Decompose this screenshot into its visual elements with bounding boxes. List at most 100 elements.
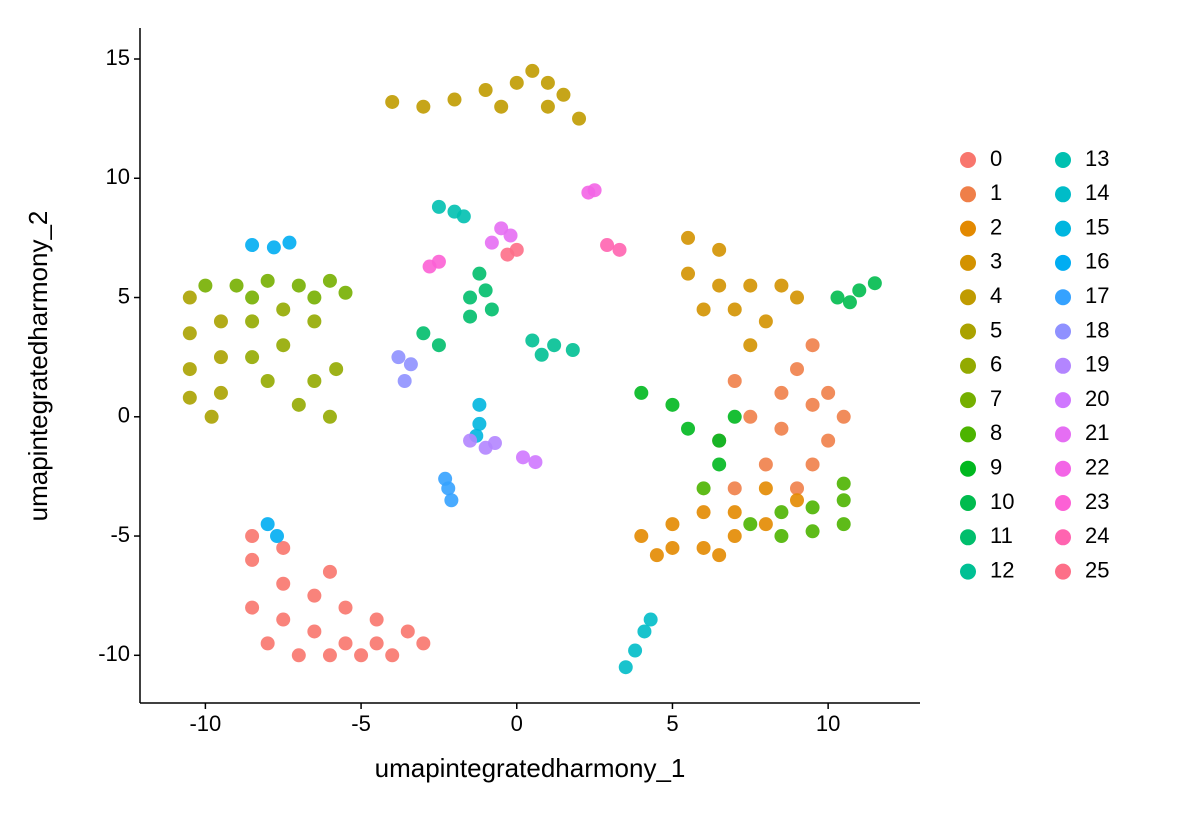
point — [338, 600, 353, 615]
point — [774, 278, 789, 293]
legend-label: 5 — [990, 317, 1002, 342]
legend-label: 9 — [990, 455, 1002, 480]
point — [463, 309, 478, 324]
point — [307, 588, 322, 603]
point — [260, 374, 275, 389]
point — [821, 433, 836, 448]
point — [276, 302, 291, 317]
point — [758, 517, 773, 532]
point — [276, 338, 291, 353]
point — [774, 505, 789, 520]
point — [260, 273, 275, 288]
point — [836, 409, 851, 424]
point — [805, 524, 820, 539]
point — [260, 517, 275, 532]
legend-marker — [960, 563, 976, 580]
point — [416, 636, 431, 651]
x-tick-label: -5 — [351, 711, 371, 736]
point — [637, 624, 652, 639]
legend-marker — [1055, 152, 1071, 168]
x-tick-label: 10 — [816, 711, 840, 736]
point — [681, 230, 696, 245]
point — [338, 285, 353, 300]
y-tick-label: -10 — [98, 641, 130, 666]
point — [743, 338, 758, 353]
point — [307, 314, 322, 329]
point — [852, 283, 867, 298]
point — [391, 350, 406, 365]
point — [525, 333, 540, 348]
point — [842, 295, 857, 310]
x-tick-label: 5 — [666, 711, 678, 736]
point — [587, 183, 602, 198]
point — [484, 302, 499, 317]
legend-label: 25 — [1085, 557, 1109, 582]
legend-label: 18 — [1085, 317, 1109, 342]
point — [681, 421, 696, 436]
point — [774, 421, 789, 436]
point — [790, 362, 805, 377]
point — [830, 290, 845, 305]
point — [307, 624, 322, 639]
point — [600, 238, 615, 253]
point — [712, 278, 727, 293]
legend-marker — [1055, 323, 1071, 340]
point — [503, 228, 518, 243]
point — [612, 242, 627, 257]
point — [681, 266, 696, 281]
legend-marker — [1055, 254, 1071, 271]
point — [836, 476, 851, 491]
point — [634, 385, 649, 400]
point — [727, 505, 742, 520]
point — [245, 600, 260, 615]
point — [484, 235, 499, 250]
point — [444, 493, 459, 508]
point — [696, 481, 711, 496]
point — [774, 529, 789, 544]
point — [727, 409, 742, 424]
point — [634, 529, 649, 544]
point — [665, 397, 680, 412]
legend-label: 19 — [1085, 352, 1109, 377]
point — [696, 540, 711, 555]
point — [322, 273, 337, 288]
point — [628, 643, 643, 658]
point — [431, 338, 446, 353]
point — [712, 457, 727, 472]
point — [572, 111, 587, 126]
point — [403, 357, 418, 372]
point — [727, 302, 742, 317]
point — [369, 612, 384, 627]
legend-label: 23 — [1085, 489, 1109, 514]
point — [182, 390, 197, 405]
point — [836, 517, 851, 532]
legend-marker — [1055, 495, 1071, 511]
legend-marker — [1055, 460, 1071, 477]
point — [758, 457, 773, 472]
point — [307, 290, 322, 305]
legend-marker — [1055, 289, 1071, 306]
legend-label: 24 — [1085, 523, 1109, 548]
point — [805, 397, 820, 412]
point — [525, 63, 540, 78]
point — [438, 471, 453, 486]
point — [431, 199, 446, 214]
legend-label: 16 — [1085, 249, 1109, 274]
point — [266, 240, 281, 255]
point — [696, 302, 711, 317]
legend-marker — [960, 529, 976, 546]
legend-marker — [1055, 220, 1071, 237]
point — [291, 278, 306, 293]
point — [805, 338, 820, 353]
point — [472, 266, 487, 281]
legend-marker — [960, 152, 976, 168]
legend-marker — [960, 392, 976, 409]
legend-marker — [960, 460, 976, 477]
point — [805, 457, 820, 472]
legend-label: 10 — [990, 489, 1014, 514]
point — [369, 636, 384, 651]
point — [472, 397, 487, 412]
point — [182, 290, 197, 305]
legend-marker — [1055, 357, 1071, 374]
